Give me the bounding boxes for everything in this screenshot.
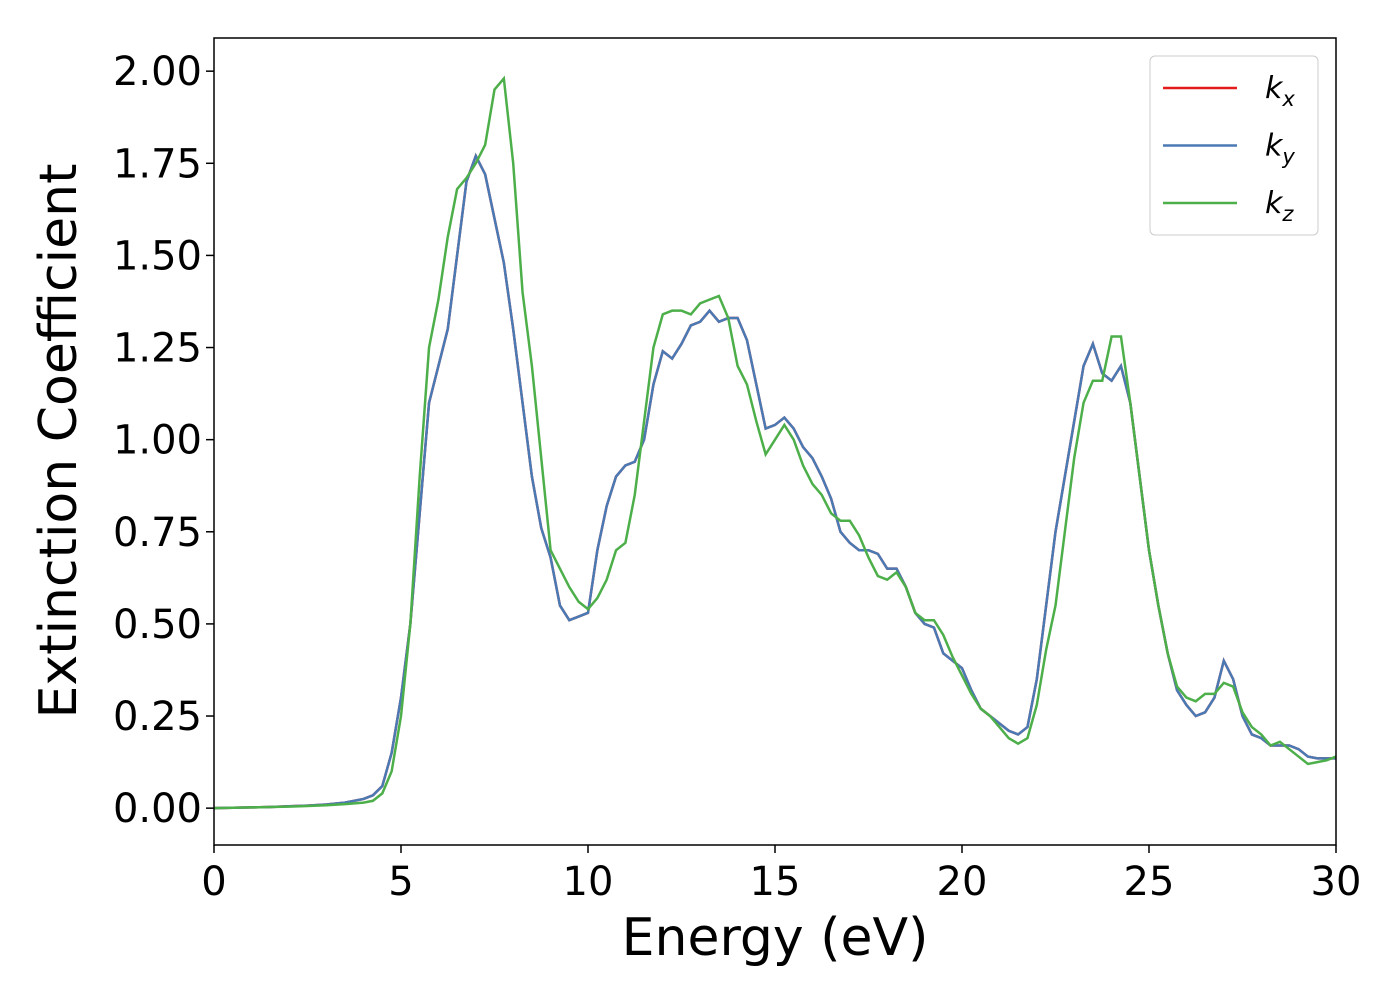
y-tick-label: 1.50 (113, 233, 202, 279)
x-axis-label: Energy (eV) (622, 908, 929, 968)
series-line (214, 152, 1336, 810)
series-line (214, 152, 1336, 810)
x-tick-label: 15 (750, 859, 801, 905)
y-tick-label: 0.75 (113, 510, 202, 556)
y-tick-label: 1.25 (113, 326, 202, 372)
legend-label: kz (1265, 186, 1294, 226)
x-tick-label: 10 (563, 859, 614, 905)
series-line (214, 75, 1336, 810)
x-tick-label: 30 (1311, 859, 1362, 905)
y-tick-label: 0.25 (113, 694, 202, 740)
x-tick-label: 25 (1124, 859, 1175, 905)
x-tick-label: 5 (388, 859, 413, 905)
y-tick-label: 1.00 (113, 418, 202, 464)
x-tick-label: 20 (937, 859, 988, 905)
y-axis-label: Extinction Coefficient (29, 164, 89, 719)
plot-frame (213, 37, 1337, 846)
y-tick-label: 1.75 (113, 141, 202, 187)
legend-label: kx (1265, 71, 1295, 111)
y-tick-label: 2.00 (113, 49, 202, 95)
x-tick-label: 0 (201, 859, 226, 905)
y-tick-label: 0.50 (113, 602, 202, 648)
y-tick-label: 0.00 (113, 786, 202, 832)
legend-label: ky (1265, 129, 1295, 169)
